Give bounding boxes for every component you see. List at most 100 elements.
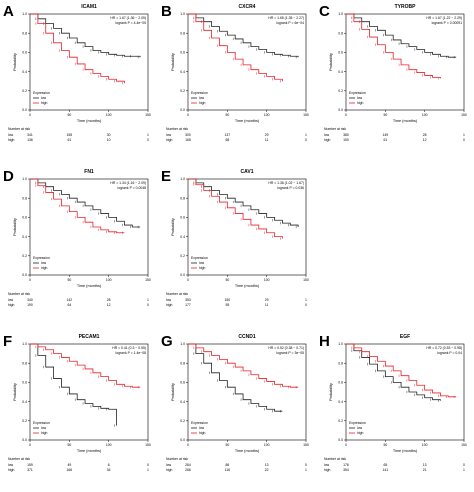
- hazard-ratio: HR = 0.41 (0.3 − 0.55): [112, 346, 146, 350]
- y-tick-label: 0.8: [22, 361, 27, 365]
- hazard-ratio: HR = 1.36 (1.02 − 1.67): [268, 181, 304, 185]
- at-risk-row-label-high: high: [324, 138, 331, 142]
- chart-title: TYROBP: [395, 4, 417, 10]
- at-risk-row-label-high: high: [166, 303, 173, 307]
- legend-label-low: low: [199, 426, 205, 430]
- at-risk-high: 116: [225, 468, 231, 472]
- km-plot-svg: B CXCR4 0.0 0.2 0.4 0.6 0.8 1.0 0 50 100 150 Probabi…: [161, 3, 309, 142]
- x-tick-label: 50: [225, 113, 229, 117]
- x-tick-label: 0: [345, 113, 347, 117]
- x-tick-label: 150: [303, 113, 309, 117]
- km-curve-high: [30, 178, 125, 234]
- km-curve-high: [346, 343, 457, 398]
- at-risk-low: 1: [463, 133, 465, 137]
- y-tick-label: 0.2: [180, 254, 185, 258]
- legend-label-high: high: [41, 431, 48, 435]
- at-risk-low: 142: [66, 298, 72, 302]
- legend-label-low: low: [357, 426, 363, 430]
- y-tick-label: 0.0: [22, 273, 27, 277]
- x-axis-label: Time (months): [393, 119, 418, 123]
- at-risk-high: 64: [67, 303, 71, 307]
- legend-label-high: high: [41, 266, 48, 270]
- at-risk-high: 166: [66, 468, 72, 472]
- y-tick-label: 0.6: [180, 216, 185, 220]
- at-risk-row-label-high: high: [8, 303, 15, 307]
- x-axis-label: Time (months): [235, 449, 260, 453]
- plot-frame: [29, 13, 149, 111]
- at-risk-high: 1: [147, 468, 149, 472]
- at-risk-low: 86: [225, 463, 229, 467]
- x-tick-label: 50: [67, 278, 71, 282]
- y-tick-label: 0.2: [22, 89, 27, 93]
- at-risk-row-label-low: low: [166, 463, 172, 467]
- at-risk-row-label-low: low: [166, 133, 172, 137]
- at-risk-low: 300: [185, 133, 191, 137]
- legend-title: Expression: [191, 91, 208, 95]
- km-curve-high: [346, 13, 441, 79]
- at-risk-low: 49: [67, 463, 71, 467]
- legend-title: Expression: [33, 256, 50, 260]
- at-risk-row-label-low: low: [324, 463, 330, 467]
- at-risk-high: 11: [265, 303, 269, 307]
- x-tick-label: 50: [383, 113, 387, 117]
- x-axis-label: Time (months): [235, 284, 260, 288]
- x-tick-label: 100: [106, 443, 112, 447]
- chart-title: FN1: [84, 169, 94, 175]
- x-tick-label: 0: [29, 278, 31, 282]
- y-tick-label: 0.0: [338, 438, 343, 442]
- hazard-ratio: HR = 1.67 (1.36 − 2.05): [110, 16, 146, 20]
- y-axis-label: Probability: [329, 53, 333, 71]
- km-curve-high: [188, 343, 299, 388]
- at-risk-row-label-low: low: [324, 133, 330, 137]
- logrank-p: logrank P = 3e−05: [276, 351, 304, 355]
- at-risk-high: 55: [225, 303, 229, 307]
- at-risk-title: Number at risk: [8, 127, 30, 131]
- km-curve-high: [188, 13, 283, 82]
- y-tick-label: 1.0: [338, 12, 343, 16]
- km-panel-d: D FN1 0.0 0.2 0.4 0.6 0.8 1.0 0 50 100 150 Probabili…: [0, 165, 158, 327]
- at-risk-low: 29: [265, 133, 269, 137]
- at-risk-high: 61: [383, 138, 387, 142]
- km-curve-low: [30, 13, 141, 58]
- at-risk-low: 30: [107, 133, 111, 137]
- x-axis-label: Time (months): [393, 449, 418, 453]
- y-tick-label: 0.0: [180, 273, 185, 277]
- legend-title: Expression: [33, 421, 50, 425]
- at-risk-row-label-high: high: [324, 468, 331, 472]
- y-tick-label: 0.4: [180, 235, 185, 239]
- at-risk-title: Number at risk: [324, 127, 346, 131]
- at-risk-high: 136: [27, 138, 33, 142]
- at-risk-low: 137: [224, 133, 230, 137]
- at-risk-high: 165: [185, 138, 191, 142]
- y-axis-label: Probability: [13, 218, 17, 236]
- plot-frame: [187, 343, 307, 441]
- at-risk-low: 1: [147, 133, 149, 137]
- x-tick-label: 0: [345, 443, 347, 447]
- x-tick-label: 100: [106, 278, 112, 282]
- at-risk-low: 29: [265, 298, 269, 302]
- at-risk-high: 266: [185, 468, 191, 472]
- y-tick-label: 0.0: [180, 438, 185, 442]
- logrank-p: logrank P = 0.04: [437, 351, 462, 355]
- chart-title: CXCR4: [239, 4, 256, 10]
- x-tick-label: 100: [264, 278, 270, 282]
- y-tick-label: 1.0: [22, 342, 27, 346]
- at-risk-high: 0: [305, 138, 307, 142]
- at-risk-low: 28: [423, 133, 427, 137]
- km-curve-high: [188, 178, 283, 239]
- at-risk-row-label-high: high: [8, 468, 15, 472]
- at-risk-low: 1: [147, 298, 149, 302]
- at-risk-low: 13: [265, 463, 269, 467]
- plot-frame: [345, 343, 465, 441]
- x-tick-label: 150: [145, 443, 151, 447]
- at-risk-high: 354: [343, 468, 349, 472]
- at-risk-row-label-low: low: [8, 298, 14, 302]
- x-tick-label: 100: [106, 113, 112, 117]
- x-tick-label: 150: [303, 278, 309, 282]
- y-tick-label: 0.0: [22, 108, 27, 112]
- chart-title: CAV1: [241, 169, 254, 175]
- at-risk-low: 353: [185, 298, 191, 302]
- km-curve-low: [30, 178, 141, 228]
